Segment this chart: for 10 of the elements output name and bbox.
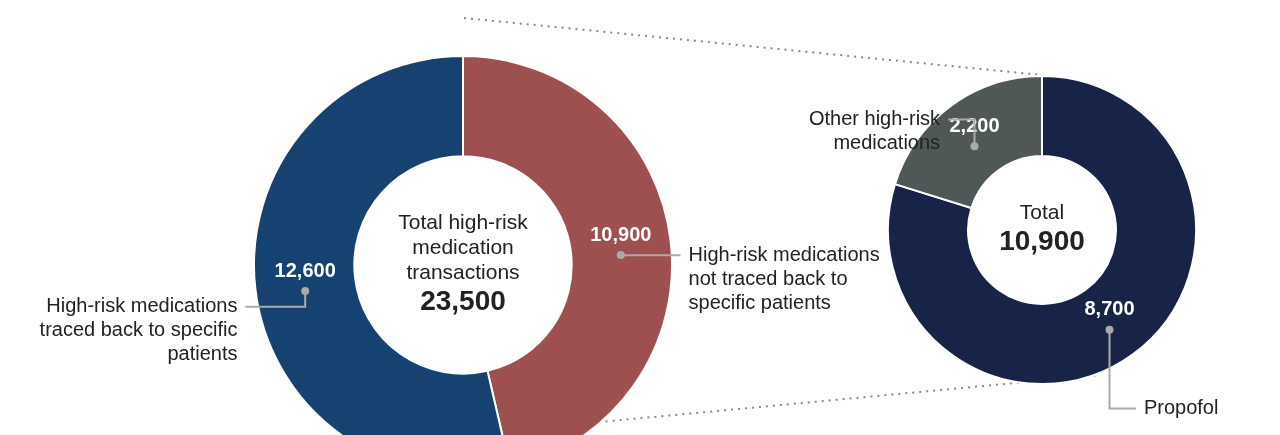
slice-label: High-risk medications not traced back to specific patients xyxy=(688,242,880,313)
data-label: 10,900 xyxy=(590,222,652,245)
slice-label: High-risk medications traced back to specific patients xyxy=(39,294,238,365)
text: 23,500 xyxy=(420,285,506,317)
text: 10,900 xyxy=(999,225,1085,257)
data-label: 8,700 xyxy=(1084,297,1135,320)
text: Total high-risk medication transactions xyxy=(398,209,529,283)
data-label: 12,600 xyxy=(274,258,336,281)
slice-label: Propofol xyxy=(1143,396,1219,419)
text: Total xyxy=(1019,199,1065,223)
